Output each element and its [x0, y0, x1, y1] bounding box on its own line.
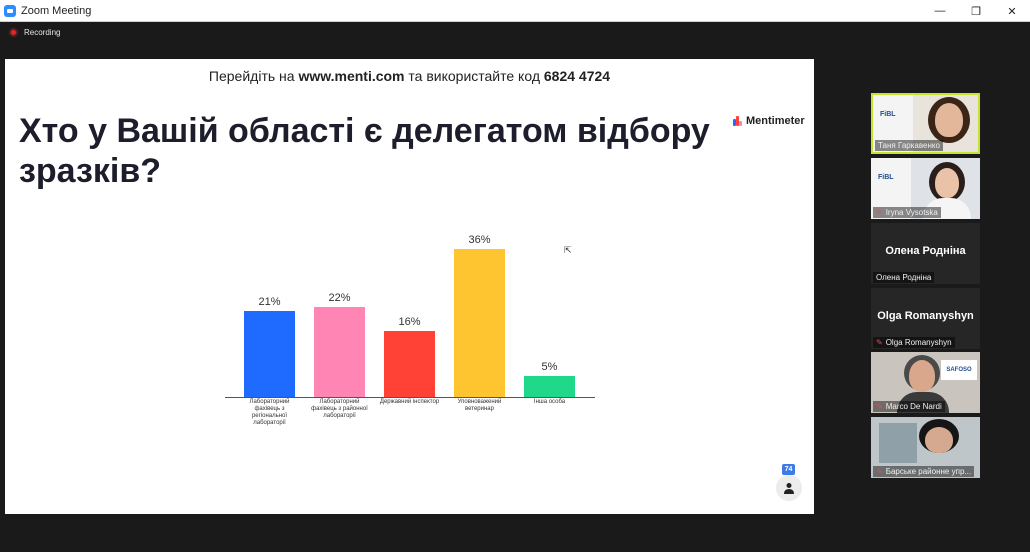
chart-bar — [454, 249, 505, 397]
window-controls: — ❐ ✕ — [922, 0, 1030, 22]
participant-name: Таня Гаркавенко — [875, 140, 943, 151]
brand-name: Mentimeter — [746, 115, 805, 127]
results-bar-chart: 21% Лабораторний фахівець з регіональної … — [215, 209, 605, 439]
participant-name: ✎ Iryna Vysotska — [873, 207, 941, 218]
chart-value-label: 36% — [468, 234, 491, 246]
mic-muted-icon: ✎ — [876, 467, 883, 476]
recording-indicator[interactable]: Recording — [9, 28, 60, 37]
chart-bar — [524, 376, 575, 397]
window-titlebar: Zoom Meeting — ❐ ✕ — [0, 0, 1030, 22]
participant-name: Олена Родніна — [873, 272, 935, 283]
join-middle: та використайте код — [408, 68, 540, 84]
join-url: www.menti.com — [298, 68, 405, 84]
chart-x-axis — [225, 397, 595, 398]
video-tile-participant-6[interactable]: ✎ Барське районне упр... — [871, 417, 980, 478]
mic-muted-icon: ✎ — [876, 338, 883, 347]
chart-value-label: 16% — [398, 316, 421, 328]
shared-screen-slide: Перейдіть на www.menti.com та використай… — [5, 59, 814, 514]
join-instructions: Перейдіть на www.menti.com та використай… — [5, 68, 814, 84]
participant-count-badge: 74 — [782, 464, 795, 475]
mentimeter-brand: Mentimeter — [733, 115, 805, 127]
close-button[interactable]: ✕ — [1007, 5, 1017, 18]
participant-name: ✎ Барське районне упр... — [873, 466, 975, 477]
safoso-logo: SAFOSO — [941, 360, 977, 380]
chart-category-label: Уповноважений ветеринар — [457, 399, 502, 412]
video-tile-participant-5[interactable]: SAFOSO ✎ Marco De Nardi — [871, 352, 980, 413]
chart-bar — [244, 311, 295, 397]
shared-slide-thumbnail: FiBL — [873, 95, 913, 152]
mic-muted-icon: ✎ — [876, 402, 883, 411]
mic-muted-icon: ✎ — [876, 208, 883, 217]
shared-slide-thumbnail: FiBL — [871, 158, 911, 219]
chart-bar — [384, 331, 435, 397]
participant-name: ✎ Olga Romanyshyn — [873, 337, 955, 348]
chart-value-label: 22% — [328, 292, 351, 304]
recording-label: Recording — [24, 28, 61, 37]
zoom-app-icon — [4, 4, 16, 17]
person-icon[interactable] — [776, 475, 802, 501]
chart-category-label: Лабораторний фахівець з районної лаборат… — [311, 399, 368, 419]
video-tile-participant-2[interactable]: FiBL ✎ Iryna Vysotska — [871, 158, 980, 219]
mentimeter-logo-icon — [733, 116, 743, 126]
participant-name: ✎ Marco De Nardi — [873, 401, 945, 412]
participant-display-name: Олена Родніна — [885, 245, 966, 257]
maximize-button[interactable]: ❐ — [971, 5, 981, 18]
chart-value-label: 21% — [258, 296, 281, 308]
chart-value-label: 5% — [541, 361, 558, 373]
meeting-area: Recording Перейдіть на www.menti.com та … — [0, 22, 1030, 552]
join-code: 6824 4724 — [543, 68, 611, 84]
question-title: Хто у Вашій області є делегатом відбору … — [19, 112, 710, 190]
join-prefix: Перейдіть на — [208, 68, 295, 84]
video-tile-participant-3[interactable]: Олена Родніна Олена Родніна — [871, 223, 980, 284]
video-tile-participant-1[interactable]: FiBL Таня Гаркавенко — [871, 93, 980, 154]
mouse-pointer-icon: ⇱ — [564, 245, 572, 255]
chart-bar — [314, 307, 365, 397]
window-title: Zoom Meeting — [21, 4, 92, 17]
minimize-button[interactable]: — — [934, 5, 946, 17]
video-tile-participant-4[interactable]: Olga Romanyshyn ✎ Olga Romanyshyn — [871, 288, 980, 349]
record-dot-icon — [9, 28, 18, 37]
participant-display-name: Olga Romanyshyn — [877, 310, 974, 322]
chart-category-label: Державний інспектор — [379, 399, 440, 405]
chart-category-label: Інша особа — [533, 399, 566, 405]
chart-category-label: Лабораторний фахівець з регіональної лаб… — [249, 399, 290, 426]
